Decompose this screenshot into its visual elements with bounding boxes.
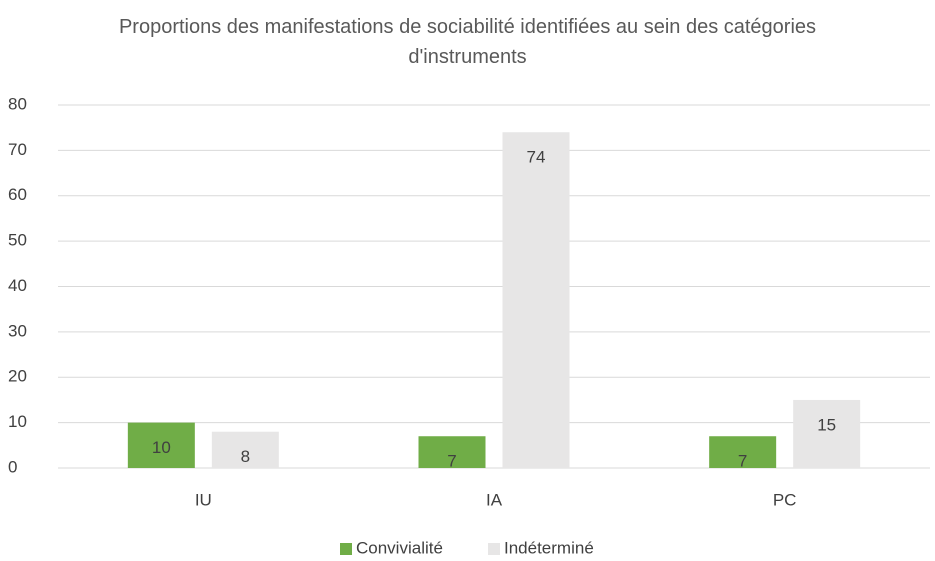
- y-tick-label: 20: [8, 367, 27, 386]
- y-tick-label: 80: [8, 94, 27, 113]
- y-tick-label: 30: [8, 321, 27, 340]
- data-label: 8: [241, 447, 250, 466]
- bar: [502, 132, 570, 468]
- x-tick-label: IA: [486, 490, 503, 509]
- y-tick-label: 10: [8, 412, 27, 431]
- data-label: 74: [527, 148, 546, 167]
- y-tick-label: 50: [8, 231, 27, 250]
- bar: [418, 436, 486, 468]
- legend-swatch: [340, 543, 352, 555]
- data-label: 10: [152, 438, 171, 457]
- data-label: 7: [738, 452, 747, 471]
- y-tick-label: 70: [8, 140, 27, 159]
- legend-label: Indéterminé: [504, 538, 594, 557]
- bar: [709, 436, 777, 468]
- chart-title: Proportions des manifestations de sociab…: [118, 16, 817, 68]
- legend-label: Convivialité: [356, 538, 443, 557]
- legend-swatch: [488, 543, 500, 555]
- bar: [127, 422, 195, 468]
- bar: [211, 431, 279, 468]
- x-tick-label: IU: [195, 490, 212, 509]
- y-tick-label: 0: [8, 457, 17, 476]
- bar: [793, 399, 861, 468]
- y-tick-label: 60: [8, 185, 27, 204]
- data-label: 15: [817, 415, 836, 434]
- x-tick-label: PC: [773, 490, 797, 509]
- data-label: 7: [447, 452, 456, 471]
- y-tick-label: 40: [8, 276, 27, 295]
